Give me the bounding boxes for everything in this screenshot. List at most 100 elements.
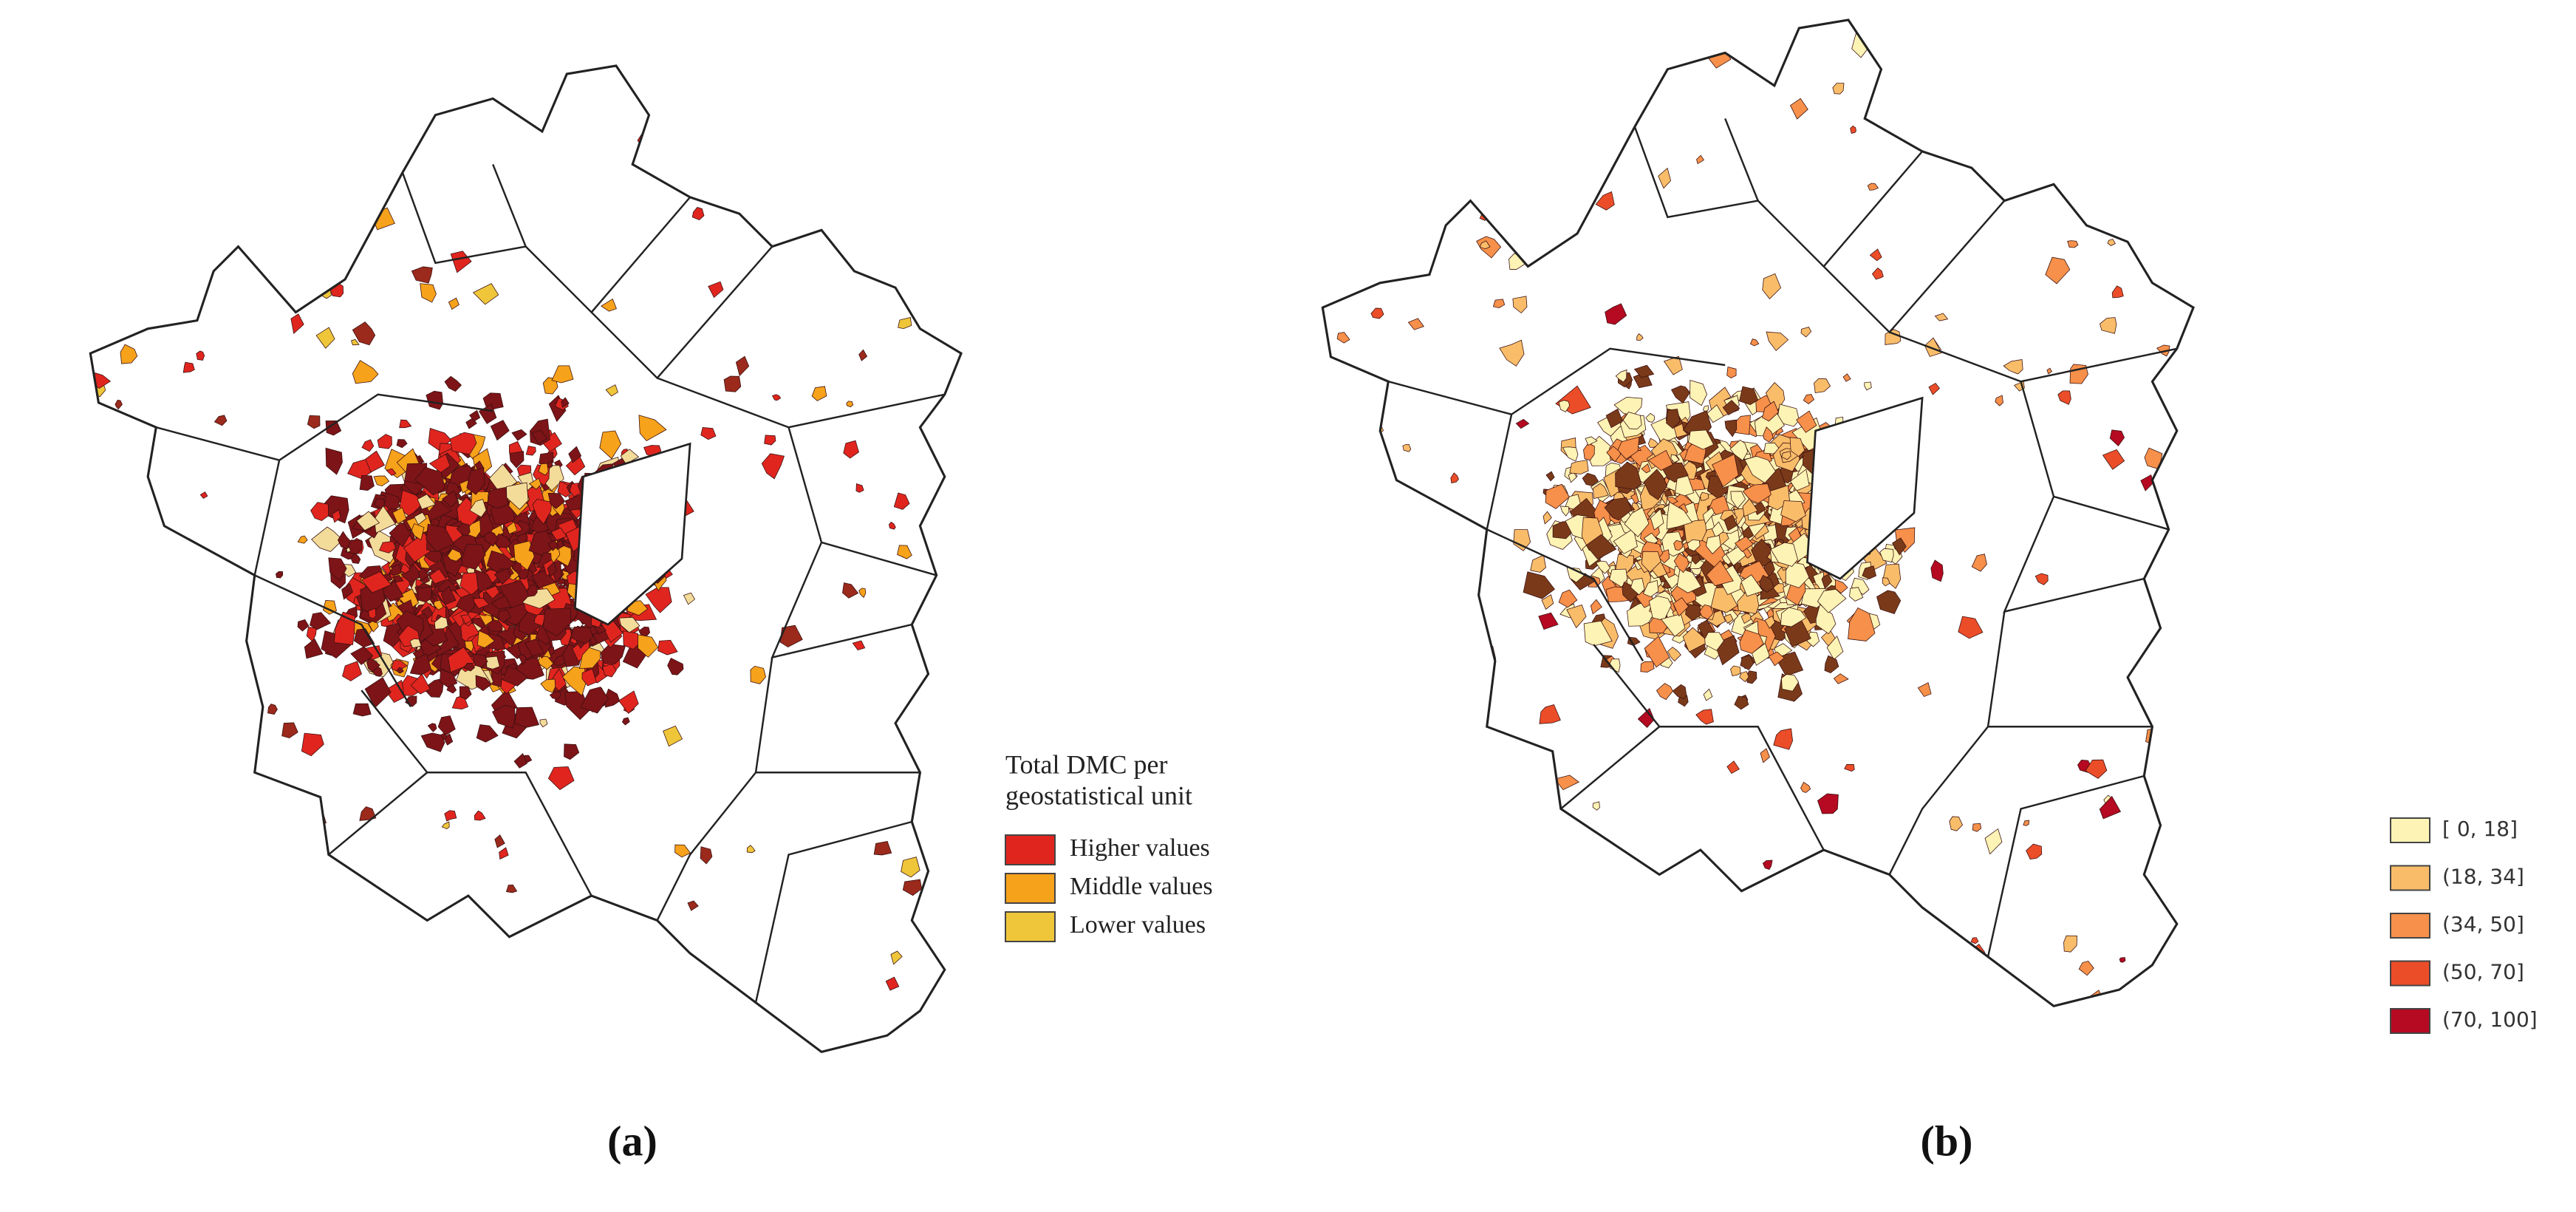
map-patch (1551, 19, 1579, 38)
map-patch (2145, 727, 2161, 746)
map-patch (311, 526, 344, 552)
map-patch (1894, 527, 1916, 553)
map-patch (1322, 428, 1341, 447)
map-patch (160, 561, 174, 573)
map-patch (1723, 514, 1738, 531)
map-patch (1543, 983, 1553, 994)
map-patch (109, 416, 132, 439)
map-patch (115, 316, 133, 333)
map-patch (441, 490, 459, 508)
map-patch (1636, 333, 1644, 341)
map-patch (1740, 574, 1763, 597)
map-patch (1723, 613, 1734, 624)
map-patch (578, 647, 601, 670)
map-patch (771, 394, 782, 401)
map-patch (618, 690, 639, 715)
map-patch (1762, 273, 1782, 299)
map-patch (1666, 501, 1693, 530)
legend-swatch (2390, 817, 2430, 843)
map-patch (1764, 615, 1776, 629)
map-patch (328, 557, 347, 582)
map-patch (1822, 871, 1829, 879)
map-patch (310, 502, 329, 521)
map-patch (476, 724, 499, 743)
legend-swatch (2390, 960, 2430, 987)
map-patch (1672, 684, 1687, 699)
map-patch (1492, 299, 1506, 309)
legend-label: Higher values (1070, 834, 1210, 862)
map-patch (199, 491, 208, 499)
map-patch (715, 92, 731, 108)
map-patch (2167, 748, 2194, 769)
map-patch (1789, 437, 1805, 457)
map-patch (499, 847, 509, 860)
map-patch (2161, 92, 2173, 106)
map-patch (1553, 112, 1568, 127)
map-patch (746, 845, 756, 854)
map-patch (115, 399, 123, 410)
map-patch (1789, 469, 1810, 491)
map-patch (568, 446, 582, 463)
map-patch (491, 595, 512, 610)
map-patch (264, 879, 274, 892)
map-patch (901, 857, 920, 878)
map-patch (2071, 129, 2079, 138)
map-patch (1585, 436, 1598, 446)
map-patch (547, 493, 566, 509)
map-patch (1862, 565, 1877, 579)
map-patch (399, 419, 412, 429)
map-patch (2085, 759, 2108, 779)
map-patch (872, 197, 896, 222)
map-patch (411, 523, 425, 541)
map-patch (1690, 379, 1707, 406)
map-patch (301, 732, 324, 757)
map-patch (735, 355, 750, 377)
map-patch (657, 639, 678, 656)
map-patch (550, 527, 567, 541)
map-patch (350, 338, 360, 346)
map-patch (683, 592, 696, 605)
map-patch (1457, 762, 1480, 784)
map-patch (213, 415, 228, 426)
map-patch (1971, 554, 1987, 572)
map-patch (1545, 483, 1570, 509)
legend-swatch (2390, 1008, 2430, 1034)
map-patch (1541, 594, 1554, 610)
map-patch (400, 564, 424, 582)
map-patch (1759, 574, 1774, 593)
panel-label: (a) (607, 1117, 657, 1165)
map-patch (897, 545, 912, 559)
map-patch (638, 634, 659, 658)
map-patch (475, 675, 493, 691)
map-patch (564, 691, 590, 721)
map-patch (538, 463, 549, 476)
map-patch (858, 588, 867, 599)
map-patch (1676, 568, 1702, 593)
map-patch (1609, 568, 1628, 588)
map-patch (325, 447, 343, 475)
map-patch (1452, 177, 1472, 199)
map-patch (580, 687, 609, 714)
map-patch (1642, 579, 1659, 598)
map-patch (1663, 355, 1683, 375)
map-patch (927, 777, 946, 796)
map-patch (531, 429, 548, 445)
map-patch (346, 156, 356, 165)
map-patch (426, 523, 455, 552)
map-patch (378, 541, 397, 554)
map-patch (448, 647, 475, 673)
map-patch (893, 492, 910, 510)
map-patch (1483, 122, 1494, 132)
map-patch (561, 397, 570, 408)
map-patch (2063, 935, 2077, 953)
map-patch (700, 846, 713, 865)
map-patch (91, 1001, 109, 1025)
map-patch (1585, 534, 1617, 560)
map-patch (1666, 409, 1681, 429)
map-patch (361, 571, 392, 593)
map-patch (1687, 539, 1701, 552)
map-patch (441, 821, 450, 830)
map-patch (1595, 560, 1611, 574)
map-patch (1530, 554, 1546, 573)
map-patch (1768, 651, 1785, 667)
